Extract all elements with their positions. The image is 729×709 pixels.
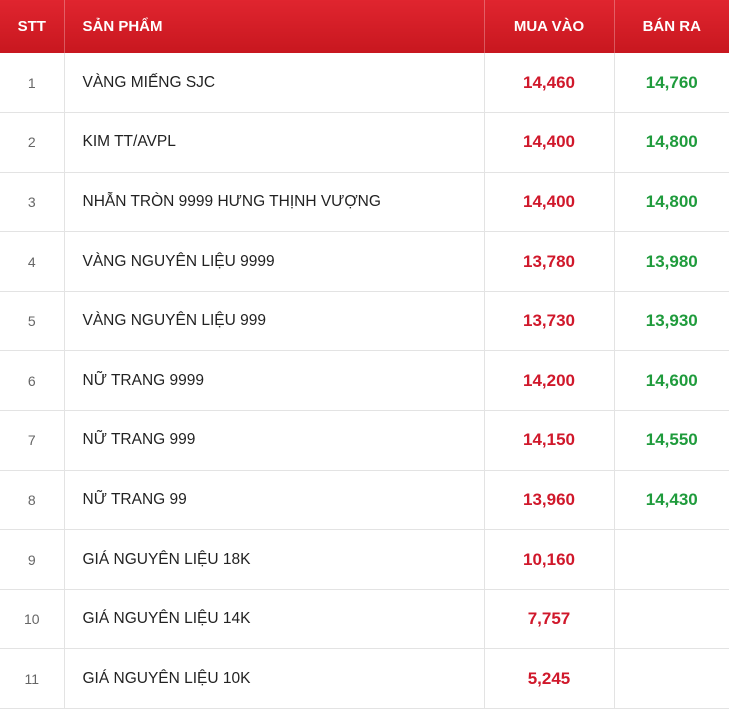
product-name: NỮ TRANG 9999	[64, 350, 485, 412]
table-row: 3 NHẪN TRÒN 9999 HƯNG THỊNH VƯỢNG 14,400…	[0, 172, 729, 233]
table-row: 1 VÀNG MIẾNG SJC 14,460 14,760	[0, 53, 729, 114]
product-name: VÀNG MIẾNG SJC	[64, 53, 485, 114]
product-name: NỮ TRANG 99	[64, 470, 485, 531]
row-index: 5	[0, 291, 65, 352]
row-index: 3	[0, 172, 65, 233]
product-name: NHẪN TRÒN 9999 HƯNG THỊNH VƯỢNG	[64, 172, 485, 233]
sell-price: 14,760	[614, 53, 729, 114]
buy-price: 10,160	[484, 529, 615, 590]
table-row: 6 NỮ TRANG 9999 14,200 14,600	[0, 350, 729, 412]
sell-price: 14,550	[614, 410, 729, 471]
column-header-product: SẢN PHẨM	[64, 0, 485, 53]
sell-price: 14,800	[614, 172, 729, 233]
product-name: GIÁ NGUYÊN LIỆU 18K	[64, 529, 485, 590]
table-row: 7 NỮ TRANG 999 14,150 14,550	[0, 410, 729, 471]
buy-price: 14,400	[484, 112, 615, 173]
column-header-stt: STT	[0, 0, 65, 53]
table-header: STT SẢN PHẨM MUA VÀO BÁN RA	[0, 0, 729, 53]
row-index: 7	[0, 410, 65, 471]
column-header-sell: BÁN RA	[614, 0, 729, 53]
buy-price: 14,400	[484, 172, 615, 233]
row-index: 2	[0, 112, 65, 173]
sell-price	[614, 589, 729, 650]
product-name: GIÁ NGUYÊN LIỆU 10K	[64, 648, 485, 709]
sell-price: 13,980	[614, 231, 729, 292]
buy-price: 13,960	[484, 470, 615, 531]
product-name: VÀNG NGUYÊN LIỆU 9999	[64, 231, 485, 292]
sell-price: 14,800	[614, 112, 729, 173]
buy-price: 14,200	[484, 350, 615, 412]
buy-price: 13,780	[484, 231, 615, 292]
buy-price: 14,460	[484, 53, 615, 114]
row-index: 1	[0, 53, 65, 114]
row-index: 8	[0, 470, 65, 531]
sell-price: 14,600	[614, 350, 729, 412]
buy-price: 14,150	[484, 410, 615, 471]
table-row: 11 GIÁ NGUYÊN LIỆU 10K 5,245	[0, 648, 729, 709]
row-index: 9	[0, 529, 65, 590]
table-row: 5 VÀNG NGUYÊN LIỆU 999 13,730 13,930	[0, 291, 729, 352]
row-index: 4	[0, 231, 65, 292]
product-name: GIÁ NGUYÊN LIỆU 14K	[64, 589, 485, 650]
sell-price	[614, 648, 729, 709]
table-row: 9 GIÁ NGUYÊN LIỆU 18K 10,160	[0, 529, 729, 590]
product-name: NỮ TRANG 999	[64, 410, 485, 471]
row-index: 11	[0, 648, 65, 709]
sell-price	[614, 529, 729, 590]
table-row: 8 NỮ TRANG 99 13,960 14,430	[0, 470, 729, 531]
row-index: 6	[0, 350, 65, 412]
table-body: 1 VÀNG MIẾNG SJC 14,460 14,760 2 KIM TT/…	[0, 53, 729, 709]
buy-price: 7,757	[484, 589, 615, 650]
product-name: KIM TT/AVPL	[64, 112, 485, 173]
header-row: STT SẢN PHẨM MUA VÀO BÁN RA	[0, 0, 729, 53]
row-index: 10	[0, 589, 65, 650]
column-header-buy: MUA VÀO	[484, 0, 615, 53]
table-row: 4 VÀNG NGUYÊN LIỆU 9999 13,780 13,980	[0, 231, 729, 292]
product-name: VÀNG NGUYÊN LIỆU 999	[64, 291, 485, 352]
sell-price: 13,930	[614, 291, 729, 352]
sell-price: 14,430	[614, 470, 729, 531]
buy-price: 5,245	[484, 648, 615, 709]
table-row: 10 GIÁ NGUYÊN LIỆU 14K 7,757	[0, 589, 729, 650]
table-row: 2 KIM TT/AVPL 14,400 14,800	[0, 112, 729, 173]
buy-price: 13,730	[484, 291, 615, 352]
